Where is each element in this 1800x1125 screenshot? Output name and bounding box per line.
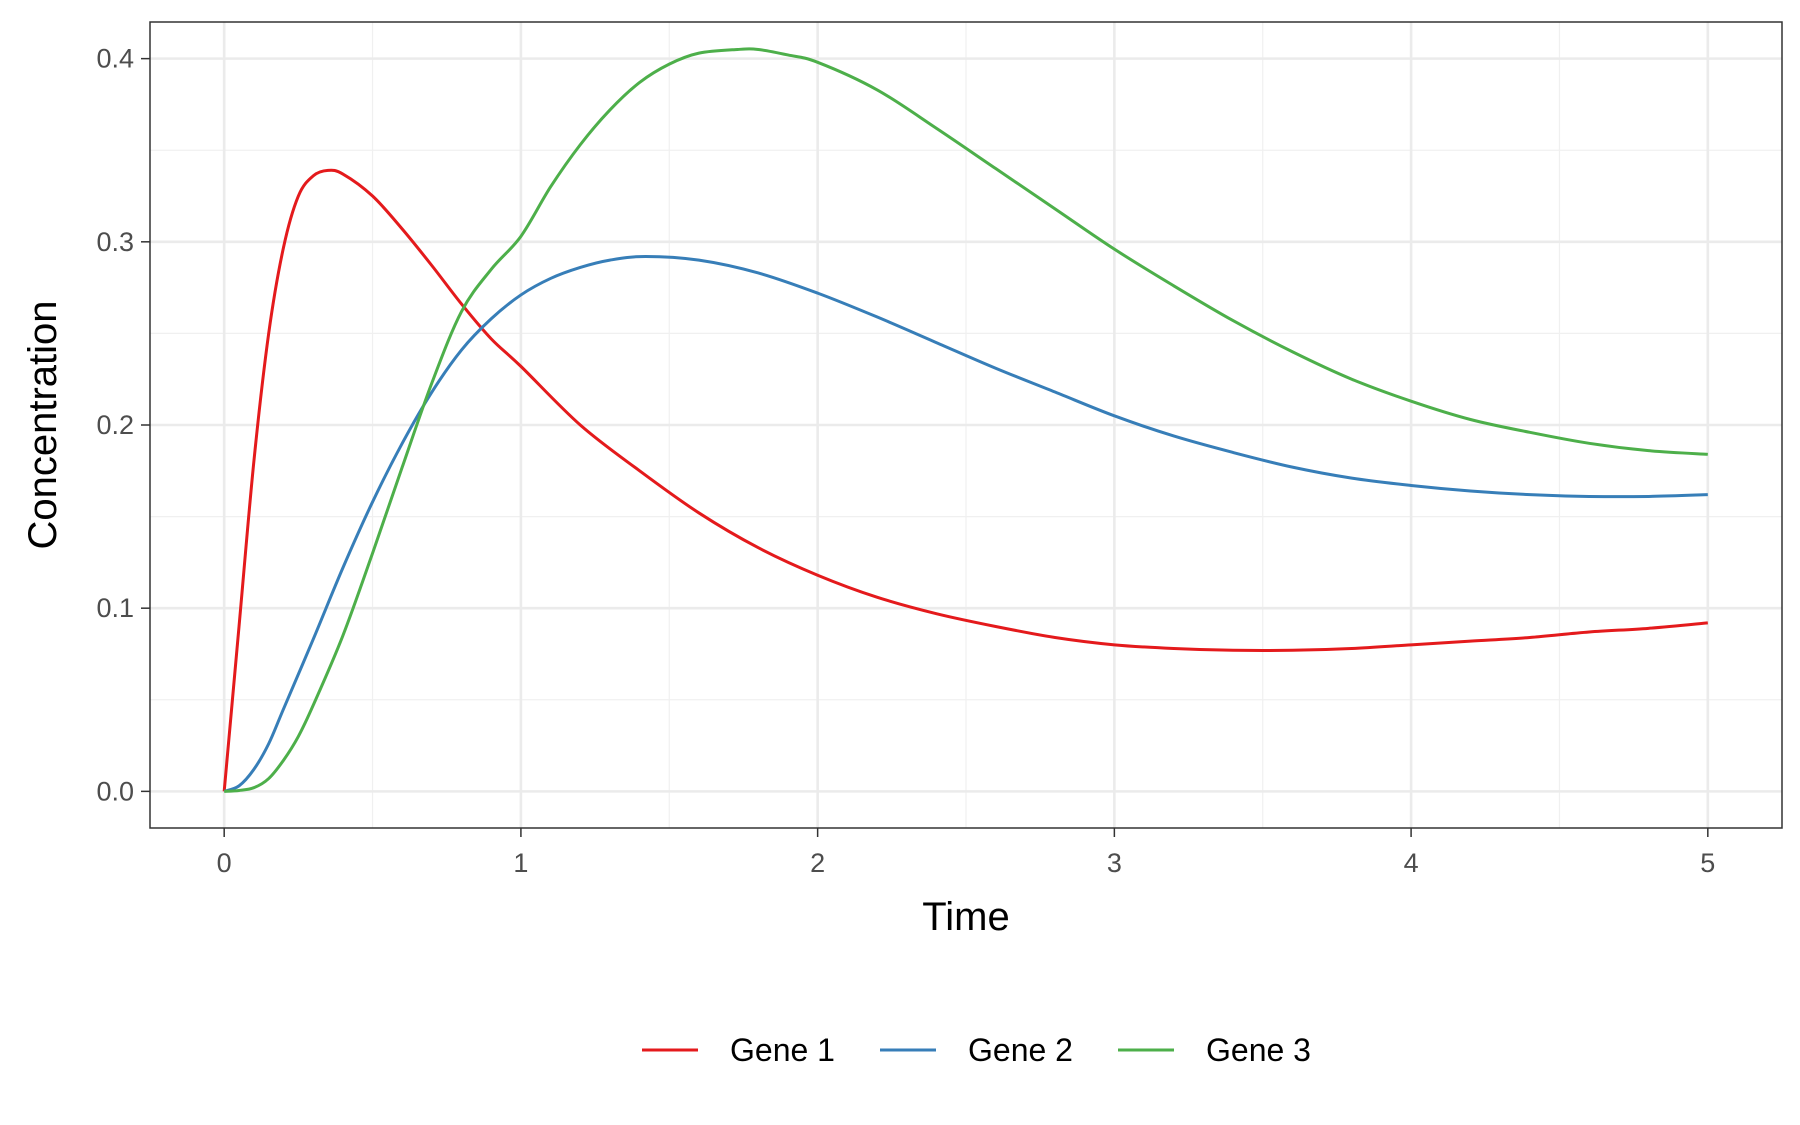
y-tick-label: 0.4 [96,44,134,74]
y-tick-label: 0.2 [96,410,134,440]
legend-label-gene-1: Gene 1 [730,1032,835,1068]
y-tick-label: 0.1 [96,593,134,623]
legend-label-gene-3: Gene 3 [1206,1032,1311,1068]
series-line-gene-1 [222,168,1708,792]
series-lines [222,47,1708,793]
y-axis: 0.0 0.1 0.2 0.3 0.4 [96,44,150,806]
series-line-gene-2 [223,254,1708,793]
grid-major [150,22,1782,828]
x-tick-label: 5 [1700,848,1715,878]
x-tick-label: 3 [1107,848,1122,878]
legend-label-gene-2: Gene 2 [968,1032,1073,1068]
y-tick-label: 0.0 [96,776,134,806]
y-axis-title: Concentration [21,300,65,549]
x-tick-label: 2 [810,848,825,878]
x-tick-label: 0 [217,848,232,878]
legend: Gene 1 Gene 2 Gene 3 [642,1032,1311,1068]
y-tick-label: 0.3 [96,227,134,257]
series-line-gene-3 [224,47,1708,793]
x-axis: 0 1 2 3 4 5 [217,828,1715,878]
x-tick-label: 1 [513,848,528,878]
x-axis-title: Time [922,895,1009,939]
x-tick-label: 4 [1404,848,1419,878]
